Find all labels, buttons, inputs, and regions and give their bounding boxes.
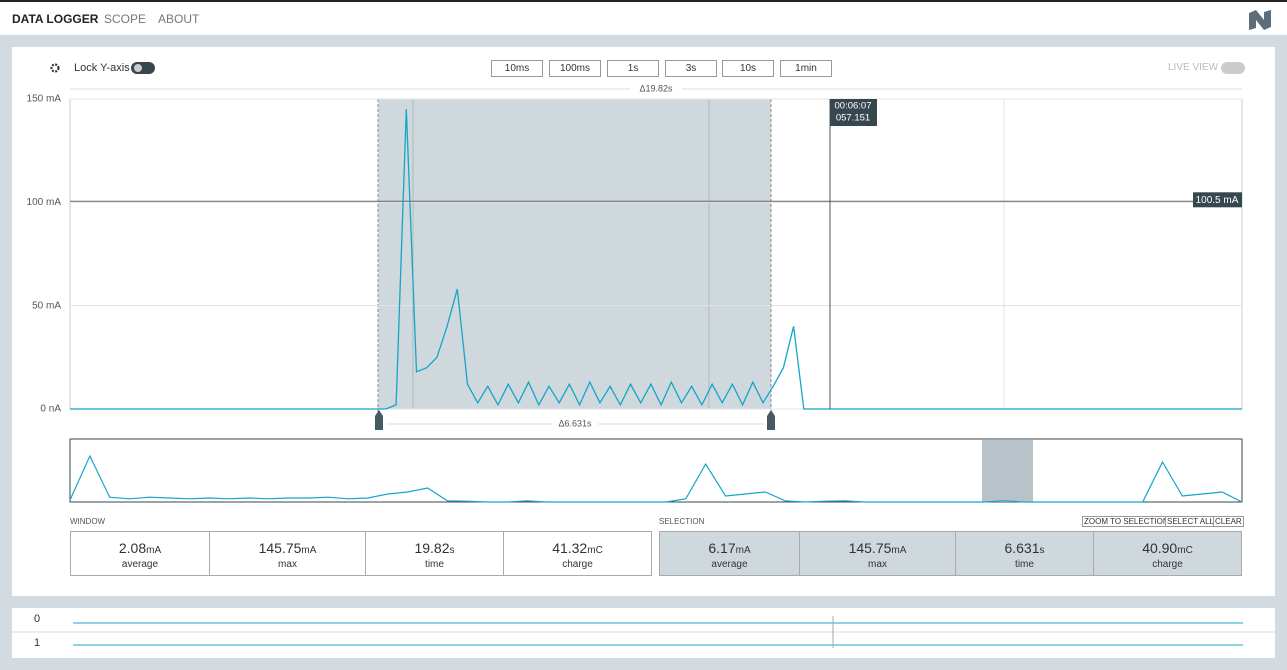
overview-frame (69, 438, 1243, 503)
settings-icon[interactable] (50, 63, 60, 73)
stat-label: average (121, 559, 159, 570)
stat-unit: mA (891, 545, 907, 556)
stat-box: 145.75mA max (799, 531, 956, 576)
y-tick-label: 0 nA (40, 404, 61, 415)
trace (70, 109, 1242, 410)
stat-box: 2.08mA average (70, 531, 210, 576)
stat-box: 6.631s time (955, 531, 1094, 576)
stat-box: 41.32mC charge (503, 531, 652, 576)
y-tick-label: 150 mA (27, 94, 62, 105)
stat-label: max (278, 559, 297, 570)
stat-unit: s (1039, 545, 1045, 556)
tab[interactable]: SCOPE (104, 12, 147, 26)
y-tick-label: 50 mA (32, 300, 61, 311)
logo (1249, 10, 1271, 30)
stat-label: max (868, 559, 887, 570)
stat-value-row: 6.631s (956, 540, 1093, 556)
cursor-box (830, 99, 877, 126)
selection-button[interactable]: CLEAR (1213, 516, 1244, 527)
window-delta: Δ19.82s (639, 83, 673, 93)
stat-unit: mA (146, 545, 162, 556)
stat-box: 40.90mC charge (1093, 531, 1242, 576)
overview-trace (69, 454, 1243, 503)
stat-unit: s (449, 545, 455, 556)
stat-value: 41.32 (552, 540, 588, 556)
top-nav: DATA LOGGER SCOPE ABOUT (0, 0, 1287, 35)
stat-value-row: 2.08mA (71, 540, 209, 556)
selection-button[interactable]: ZOOM TO SELECTION (1082, 516, 1171, 527)
stat-value-row: 41.32mC (504, 540, 651, 556)
channel-label: 0 (34, 613, 41, 625)
lock-toggle[interactable] (131, 62, 155, 74)
stat-value: 19.82 (414, 540, 450, 556)
channel-label: 1 (34, 637, 41, 649)
marker-label-bg (1193, 192, 1242, 208)
tab[interactable]: DATA LOGGER (12, 12, 99, 26)
marker-label: 100.5 mA (1196, 195, 1239, 206)
selection-handle[interactable] (767, 410, 775, 430)
stat-unit: mA (735, 545, 751, 556)
stat-value: 145.75 (258, 540, 302, 556)
stat-value-row: 19.82s (366, 540, 503, 556)
stat-label: time (1015, 559, 1034, 570)
selection-delta: Δ6.631s (558, 418, 592, 428)
selection-handle[interactable] (375, 410, 383, 430)
section-title: WINDOW (70, 517, 106, 526)
overview-window (982, 440, 1033, 502)
cursor-value: 057.151 (836, 113, 870, 124)
range-label-bg (630, 83, 682, 95)
selection-button[interactable]: SELECT ALL (1165, 516, 1216, 527)
digital-panel (12, 608, 1275, 658)
stat-unit: mA (301, 545, 317, 556)
window-button[interactable]: 10ms (491, 60, 543, 77)
stat-label: average (711, 559, 748, 570)
live-toggle[interactable] (1221, 62, 1245, 74)
stat-value: 2.08 (118, 540, 147, 556)
stat-value: 40.90 (1142, 540, 1178, 556)
window-button[interactable]: 1min (780, 60, 832, 77)
stat-value-row: 145.75mA (800, 540, 955, 556)
stat-value-row: 40.90mC (1094, 540, 1241, 556)
live-view-label: LIVE VIEW (1168, 62, 1219, 73)
stat-label: charge (562, 559, 593, 570)
stat-box: 19.82s time (365, 531, 504, 576)
stat-value: 6.17 (708, 540, 736, 556)
stat-unit: mC (1177, 545, 1193, 556)
section-title: SELECTION (659, 517, 705, 526)
tab[interactable]: ABOUT (158, 12, 200, 26)
stat-value: 6.631 (1004, 540, 1040, 556)
cursor-time: 00:06:07 (835, 101, 872, 112)
stat-box: 145.75mA max (209, 531, 366, 576)
stat-label: time (425, 559, 444, 570)
window-button[interactable]: 1s (607, 60, 659, 77)
stat-value-row: 145.75mA (210, 540, 365, 556)
stat-value: 145.75 (848, 540, 892, 556)
stat-label: charge (1152, 559, 1183, 570)
stat-value-row: 6.17mA (660, 540, 799, 556)
window-button[interactable]: 10s (722, 60, 774, 77)
y-tick-label: 100 mA (27, 197, 62, 208)
selection-area (378, 99, 771, 409)
window-button[interactable]: 3s (665, 60, 717, 77)
window-button[interactable]: 100ms (549, 60, 601, 77)
stat-unit: mC (587, 545, 603, 556)
stat-box: 6.17mA average (659, 531, 800, 576)
selection-delta-bg (552, 418, 598, 430)
lock-label: Lock Y-axis (74, 62, 130, 74)
